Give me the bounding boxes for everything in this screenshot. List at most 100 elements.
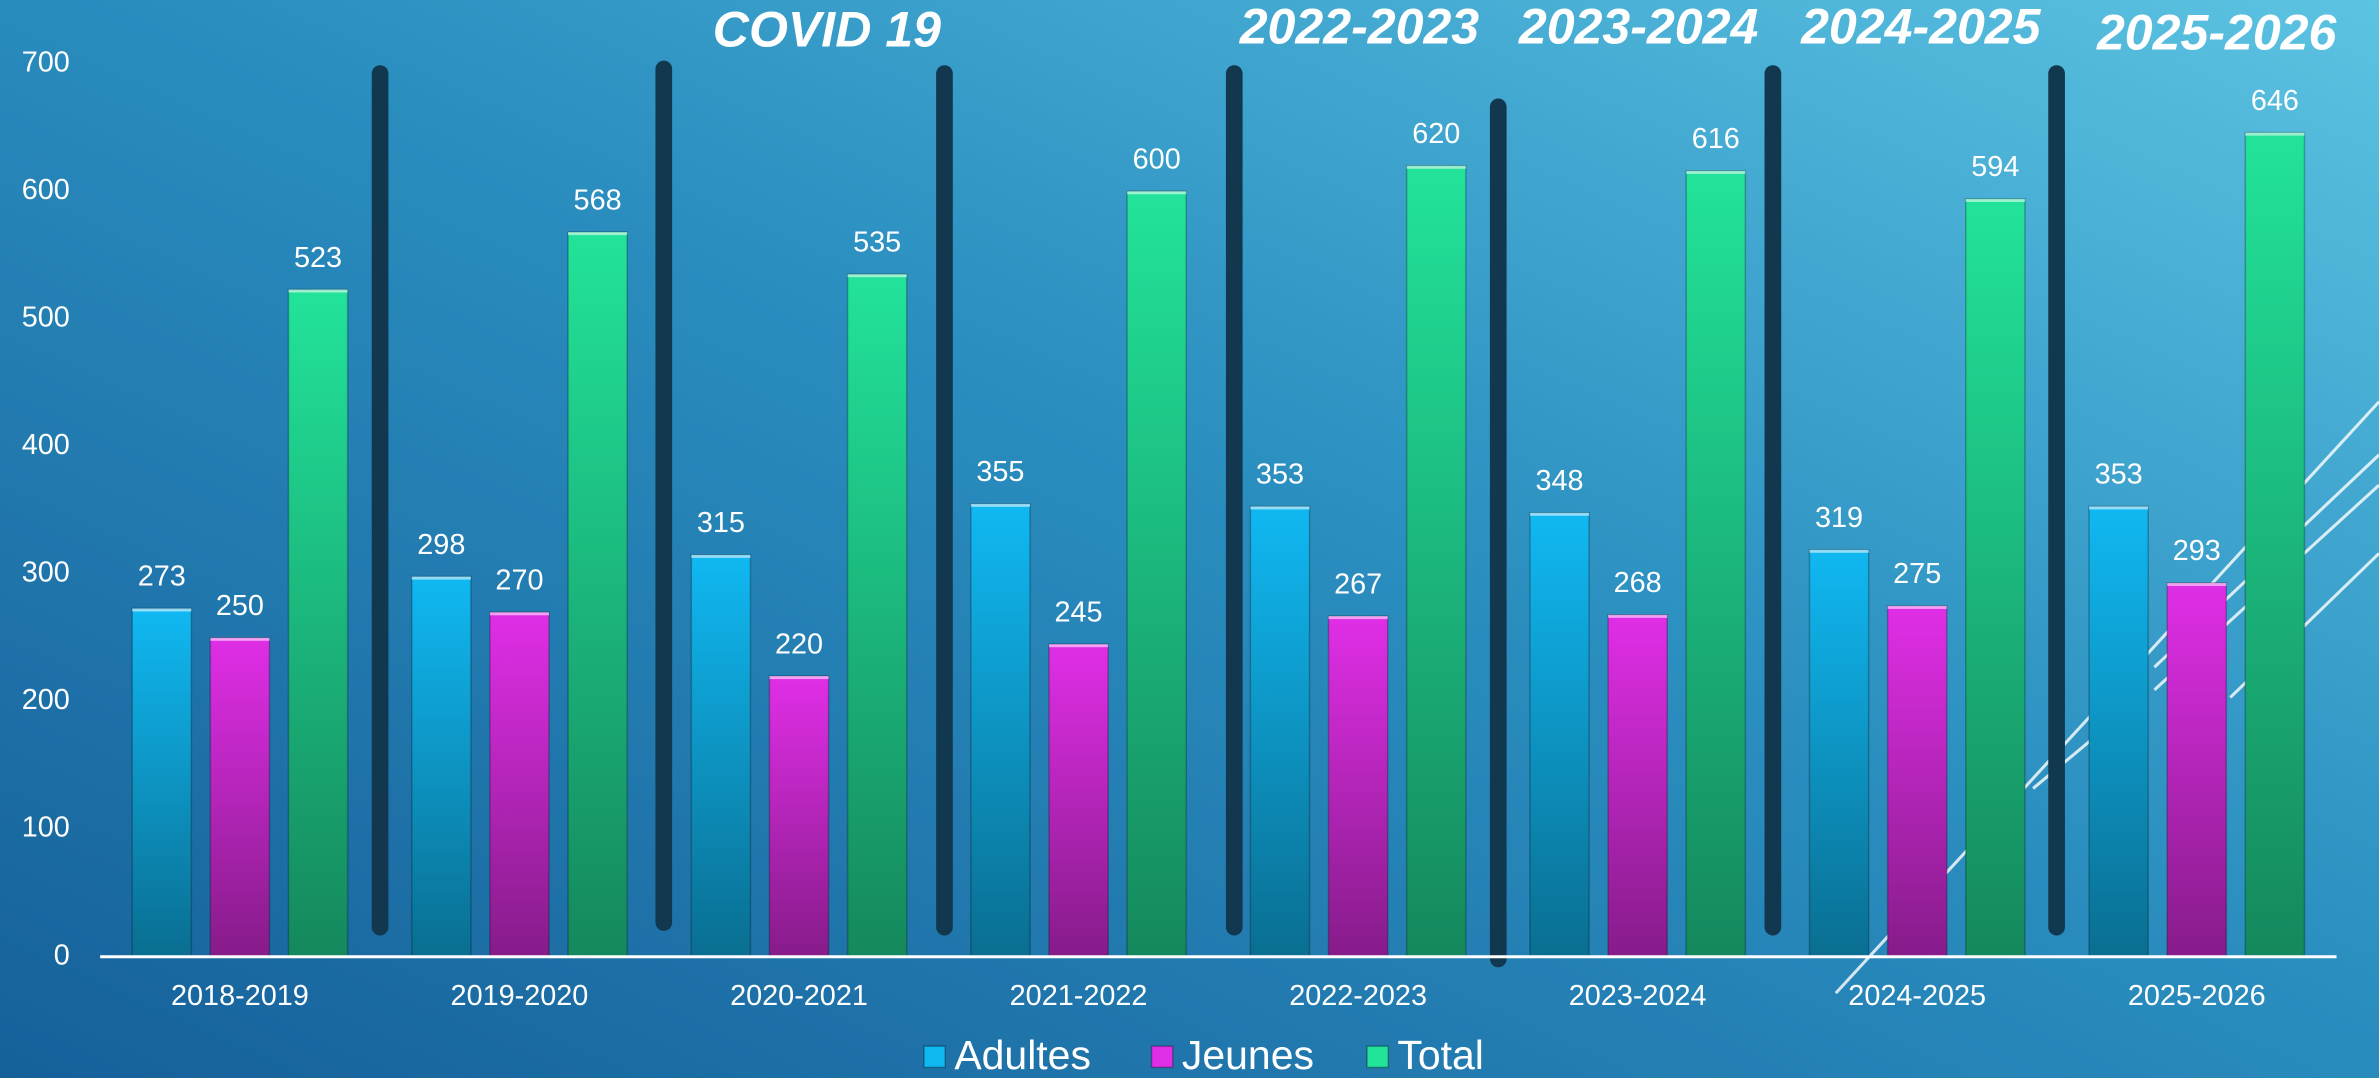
bar-top xyxy=(769,676,828,679)
bar xyxy=(288,289,347,956)
bar-top xyxy=(1407,166,1466,169)
legend-label: Adultes xyxy=(954,1032,1091,1078)
x-tick-label: 2019-2020 xyxy=(451,980,589,1012)
x-tick-label: 2021-2022 xyxy=(1010,980,1148,1012)
x-tick-label: 2022-2023 xyxy=(1289,980,1427,1012)
bar xyxy=(2245,133,2304,957)
annotation: COVID 19 xyxy=(713,2,941,58)
x-tick-label: 2018-2019 xyxy=(171,980,309,1012)
value-label: 353 xyxy=(1256,459,1304,491)
bar xyxy=(691,555,750,957)
bar xyxy=(848,274,907,957)
y-tick-label: 600 xyxy=(22,174,70,206)
x-tick-label: 2024-2025 xyxy=(1848,980,1986,1012)
bar-top xyxy=(1127,191,1186,194)
bar xyxy=(1530,513,1589,957)
bar xyxy=(490,612,549,956)
value-label: 268 xyxy=(1614,567,1662,599)
bar-top xyxy=(1686,171,1745,174)
value-label: 355 xyxy=(976,456,1024,488)
value-label: 267 xyxy=(1334,568,1382,600)
value-label: 348 xyxy=(1535,465,1583,497)
bar-top xyxy=(2167,583,2226,586)
value-label: 568 xyxy=(574,184,622,216)
bar xyxy=(1250,506,1309,956)
bar xyxy=(1809,550,1868,957)
value-label: 620 xyxy=(1412,118,1460,150)
bar-top xyxy=(691,555,750,558)
bar-top xyxy=(1888,606,1947,609)
bar xyxy=(2167,583,2226,957)
bar-top xyxy=(1329,616,1388,619)
value-label: 594 xyxy=(1971,151,2019,183)
x-tick-label: 2025-2026 xyxy=(2128,980,2266,1012)
value-label: 353 xyxy=(2095,459,2143,491)
bar-top xyxy=(288,289,347,292)
bar xyxy=(971,504,1030,957)
annotation: 2024-2025 xyxy=(1800,0,2042,55)
bar xyxy=(769,676,828,957)
y-tick-label: 700 xyxy=(22,46,70,78)
annotation: 2023-2024 xyxy=(1518,0,1758,55)
bar xyxy=(1407,166,1466,957)
bar-top xyxy=(1250,506,1309,509)
legend-swatch xyxy=(924,1046,945,1067)
bar xyxy=(1966,199,2025,957)
y-tick-label: 300 xyxy=(22,557,70,589)
x-tick-label: 2023-2024 xyxy=(1569,980,1707,1012)
bar xyxy=(2089,506,2148,956)
bar-top xyxy=(210,638,269,641)
y-tick-label: 0 xyxy=(54,939,70,971)
value-label: 523 xyxy=(294,242,342,274)
value-label: 600 xyxy=(1133,144,1181,176)
value-label: 293 xyxy=(2173,535,2221,567)
legend-swatch xyxy=(1152,1046,1173,1067)
legend-label: Jeunes xyxy=(1182,1032,1314,1078)
bar xyxy=(568,232,627,957)
bar xyxy=(1888,606,1947,957)
bar-top xyxy=(971,504,1030,507)
bar xyxy=(1127,191,1186,956)
bar xyxy=(412,577,471,957)
value-label: 298 xyxy=(417,529,465,561)
annotation: 2025-2026 xyxy=(2096,5,2338,61)
page: {"chart_data": {"type": "bar", "annotati… xyxy=(0,0,2379,1078)
bar-top xyxy=(412,577,471,580)
value-label: 270 xyxy=(495,565,543,597)
y-tick-label: 400 xyxy=(22,429,70,461)
y-tick-label: 500 xyxy=(22,301,70,333)
value-label: 646 xyxy=(2251,85,2299,117)
bar-top xyxy=(490,612,549,615)
bar-top xyxy=(568,232,627,235)
bar-top xyxy=(1530,513,1589,516)
bar-top xyxy=(2245,133,2304,136)
annotation: 2022-2023 xyxy=(1239,0,1480,55)
value-label: 616 xyxy=(1692,123,1740,155)
bar xyxy=(1608,615,1667,957)
bar-top xyxy=(1809,550,1868,553)
bar-top xyxy=(848,274,907,277)
legend-label: Total xyxy=(1397,1032,1484,1078)
value-label: 245 xyxy=(1055,596,1103,628)
value-label: 315 xyxy=(697,507,745,539)
bar-top xyxy=(1608,615,1667,618)
bar xyxy=(1049,644,1108,957)
bar-top xyxy=(1966,199,2025,202)
chart: 0 100 200 300 400 500 600 700 2018-2019 273 250 523… xyxy=(0,0,2379,1078)
value-label: 319 xyxy=(1815,502,1863,534)
value-label: 273 xyxy=(138,561,186,593)
value-label: 250 xyxy=(216,590,264,622)
bar xyxy=(1686,171,1745,957)
bar xyxy=(1329,616,1388,957)
value-label: 220 xyxy=(775,628,823,660)
value-label: 275 xyxy=(1893,558,1941,590)
y-tick-label: 200 xyxy=(22,684,70,716)
bar-top xyxy=(1049,644,1108,647)
y-tick-label: 100 xyxy=(22,812,70,844)
value-label: 535 xyxy=(853,226,901,258)
bar-top xyxy=(132,608,191,611)
legend-swatch xyxy=(1367,1046,1388,1067)
bar xyxy=(132,608,191,956)
bar xyxy=(210,638,269,957)
x-tick-label: 2020-2021 xyxy=(730,980,868,1012)
